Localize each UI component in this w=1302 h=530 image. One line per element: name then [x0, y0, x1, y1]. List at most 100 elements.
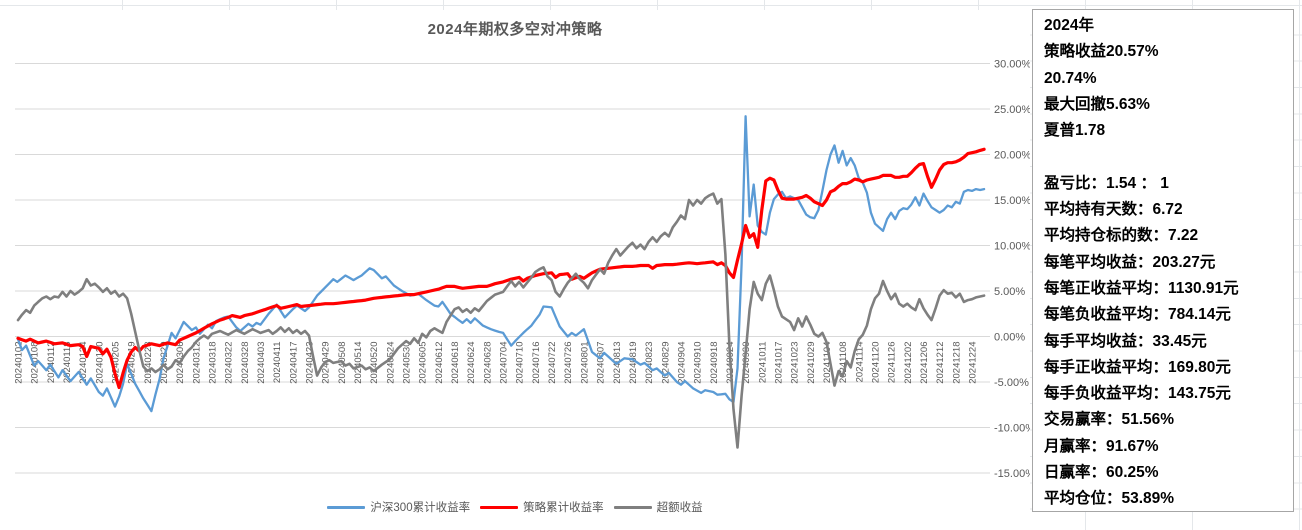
stat-line: 20.74% — [1044, 69, 1097, 87]
stat-line: 每手负收益平均：143.75元 — [1044, 385, 1231, 403]
chart-plot-area: 30.00% 25.00% 20.00% 15.00% 10.00% 5.00% 0.00%… — [14, 59, 1031, 481]
stat-line: 平均持仓标的数：7.22 — [1044, 227, 1199, 245]
x-axis-tick-label: 20240318 — [208, 342, 219, 384]
x-axis-tick-label: 20240930 — [741, 342, 752, 384]
x-axis-tick-label: 20240118 — [62, 342, 73, 384]
x-axis-tick-label: 20240829 — [660, 342, 671, 384]
x-axis-tick-label: 20241224 — [968, 342, 979, 384]
x-axis-tick-label: 20240417 — [288, 342, 299, 384]
x-axis-tick-label: 20241023 — [790, 342, 801, 384]
chart-legend: 沪深300累计收益率 策略累计收益率 超额收益 — [0, 499, 1030, 515]
series-line-2 — [16, 192, 986, 449]
stat-line: 每笔正收益平均：1130.91元 — [1044, 279, 1239, 297]
x-axis-tick-label: 20241218 — [951, 342, 962, 384]
stat-line: 每手正收益平均：169.80元 — [1044, 358, 1231, 376]
legend-line-swatch — [480, 505, 519, 509]
stat-line: 盈亏比：1.54 ： 1 — [1044, 174, 1169, 192]
stat-line: 最大回撤5.63% — [1044, 95, 1150, 113]
x-axis-tick-label: 20240618 — [450, 342, 461, 384]
stat-line: 夏普1.78 — [1044, 122, 1106, 140]
x-axis-tick-label: 20240322 — [224, 342, 235, 384]
stat-line: 交易赢率：51.56% — [1044, 411, 1175, 429]
x-axis-tick-label: 20240219 — [127, 342, 138, 384]
x-axis-tick-label: 20240524 — [385, 342, 396, 384]
x-axis-tick-label: 20240605 — [418, 342, 429, 384]
legend-item: 沪深300累计收益率 — [327, 499, 470, 515]
legend-label: 超额收益 — [656, 502, 703, 514]
legend-label: 策略累计收益率 — [523, 502, 604, 514]
legend-item: 策略累计收益率 — [480, 499, 604, 515]
y-axis-tick-label: 0.00% — [994, 332, 1025, 344]
x-axis-tick-label: 20240624 — [466, 342, 477, 384]
legend-label: 沪深300累计收益率 — [370, 502, 471, 514]
x-axis-tick-label: 20240411 — [272, 342, 283, 384]
chart-title: 2024年期权多空对冲策略 — [427, 21, 603, 38]
x-axis-tick-label: 20240704 — [499, 342, 510, 384]
y-axis-tick-label: 30.00% — [994, 59, 1030, 71]
series-line-1 — [16, 147, 986, 390]
x-axis-tick-label: 20240910 — [693, 342, 704, 384]
x-axis-tick-label: 20240520 — [369, 342, 380, 384]
legend-line-swatch — [327, 505, 366, 509]
y-axis-tick-label: -15.00% — [994, 468, 1030, 480]
x-axis-tick-label: 20240918 — [709, 342, 720, 384]
stat-line: 日赢率：60.25% — [1044, 464, 1159, 482]
x-axis-tick-label: 20241212 — [935, 342, 946, 384]
y-axis-tick-label: 25.00% — [994, 104, 1030, 116]
x-axis-tick-label: 20240223 — [143, 342, 154, 384]
x-axis-tick-label: 20241202 — [903, 342, 914, 384]
x-axis-tick-label: 20241104 — [822, 342, 833, 384]
x-axis-tick-label: 20241120 — [871, 342, 882, 384]
x-axis-tick-label: 20241126 — [887, 342, 898, 384]
stat-line — [1044, 144, 1285, 170]
stat-line: 月赢率：91.67% — [1044, 437, 1159, 455]
x-axis-tick-label: 20240628 — [482, 342, 493, 384]
stat-line: 每笔负收益平均：784.14元 — [1044, 306, 1231, 324]
x-axis-tick-label: 20241029 — [806, 342, 817, 384]
x-axis-tick-label: 20240530 — [402, 342, 413, 384]
x-axis-tick-label: 20241206 — [919, 342, 930, 384]
series-line-0 — [16, 115, 986, 413]
y-axis-tick-label: 15.00% — [994, 195, 1030, 207]
x-axis-tick-label: 20240514 — [353, 342, 364, 384]
x-axis-tick-label: 20240710 — [515, 342, 526, 384]
x-axis-tick-label: 20240229 — [159, 342, 170, 384]
stat-line: 2024年 — [1044, 17, 1094, 34]
stat-line: 策略收益20.57% — [1044, 43, 1159, 61]
strategy-chart-object[interactable]: 30.00% 25.00% 20.00% 15.00% 10.00% 5.00% 0.00%… — [0, 10, 1030, 530]
x-axis-tick-label: 20240205 — [111, 342, 122, 384]
legend-item: 超额收益 — [613, 499, 703, 515]
legend-line-swatch — [613, 505, 652, 509]
x-axis-tick-label: 20240807 — [596, 342, 607, 384]
y-axis-tick-label: 5.00% — [994, 286, 1025, 298]
x-axis-tick-label: 20241011 — [757, 342, 768, 384]
y-axis-tick-label: 10.00% — [994, 241, 1030, 253]
x-axis-tick-label: 20240716 — [531, 342, 542, 384]
x-axis-tick-label: 20240130 — [94, 342, 105, 384]
stat-line: 每手平均收益：33.45元 — [1044, 332, 1207, 350]
stat-line: 平均仓位：53.89% — [1044, 490, 1175, 508]
x-axis-tick-label: 20240312 — [191, 342, 202, 384]
y-axis-tick-label: 20.00% — [994, 150, 1030, 162]
x-axis-tick-label: 20240801 — [579, 342, 590, 384]
x-axis-tick-label: 20241114 — [854, 342, 865, 383]
y-axis-tick-label: -10.00% — [994, 423, 1030, 435]
x-axis-tick-label: 20240102 — [14, 342, 25, 384]
x-axis-tick-label: 20240726 — [563, 342, 574, 384]
x-axis-tick-label: 20240423 — [305, 342, 316, 384]
x-axis-tick-label: 20241108 — [838, 342, 849, 384]
x-axis-tick-label: 20240112 — [46, 342, 57, 384]
stat-line: 每笔平均收益：203.27元 — [1044, 253, 1216, 271]
x-axis-tick-label: 20240124 — [78, 342, 89, 384]
x-axis-tick-label: 20240722 — [547, 342, 558, 384]
x-axis-tick-label: 20240403 — [256, 342, 267, 384]
stats-text-box[interactable]: 2024年策略收益20.57% 20.74% 最大回撤5.63% 夏普1.78 盈亏比… — [1032, 9, 1294, 512]
x-axis-tick-label: 20240819 — [628, 342, 639, 384]
x-axis-tick-label: 20240612 — [434, 342, 445, 384]
x-axis-tick-label: 20240108 — [30, 342, 41, 384]
x-axis-tick-label: 20240904 — [676, 342, 687, 384]
stat-line: 平均持有天数：6.72 — [1044, 201, 1183, 219]
x-axis-tick-label: 20241017 — [773, 342, 784, 384]
x-axis-tick-label: 20240328 — [240, 342, 251, 384]
y-axis-tick-label: -5.00% — [994, 377, 1029, 389]
